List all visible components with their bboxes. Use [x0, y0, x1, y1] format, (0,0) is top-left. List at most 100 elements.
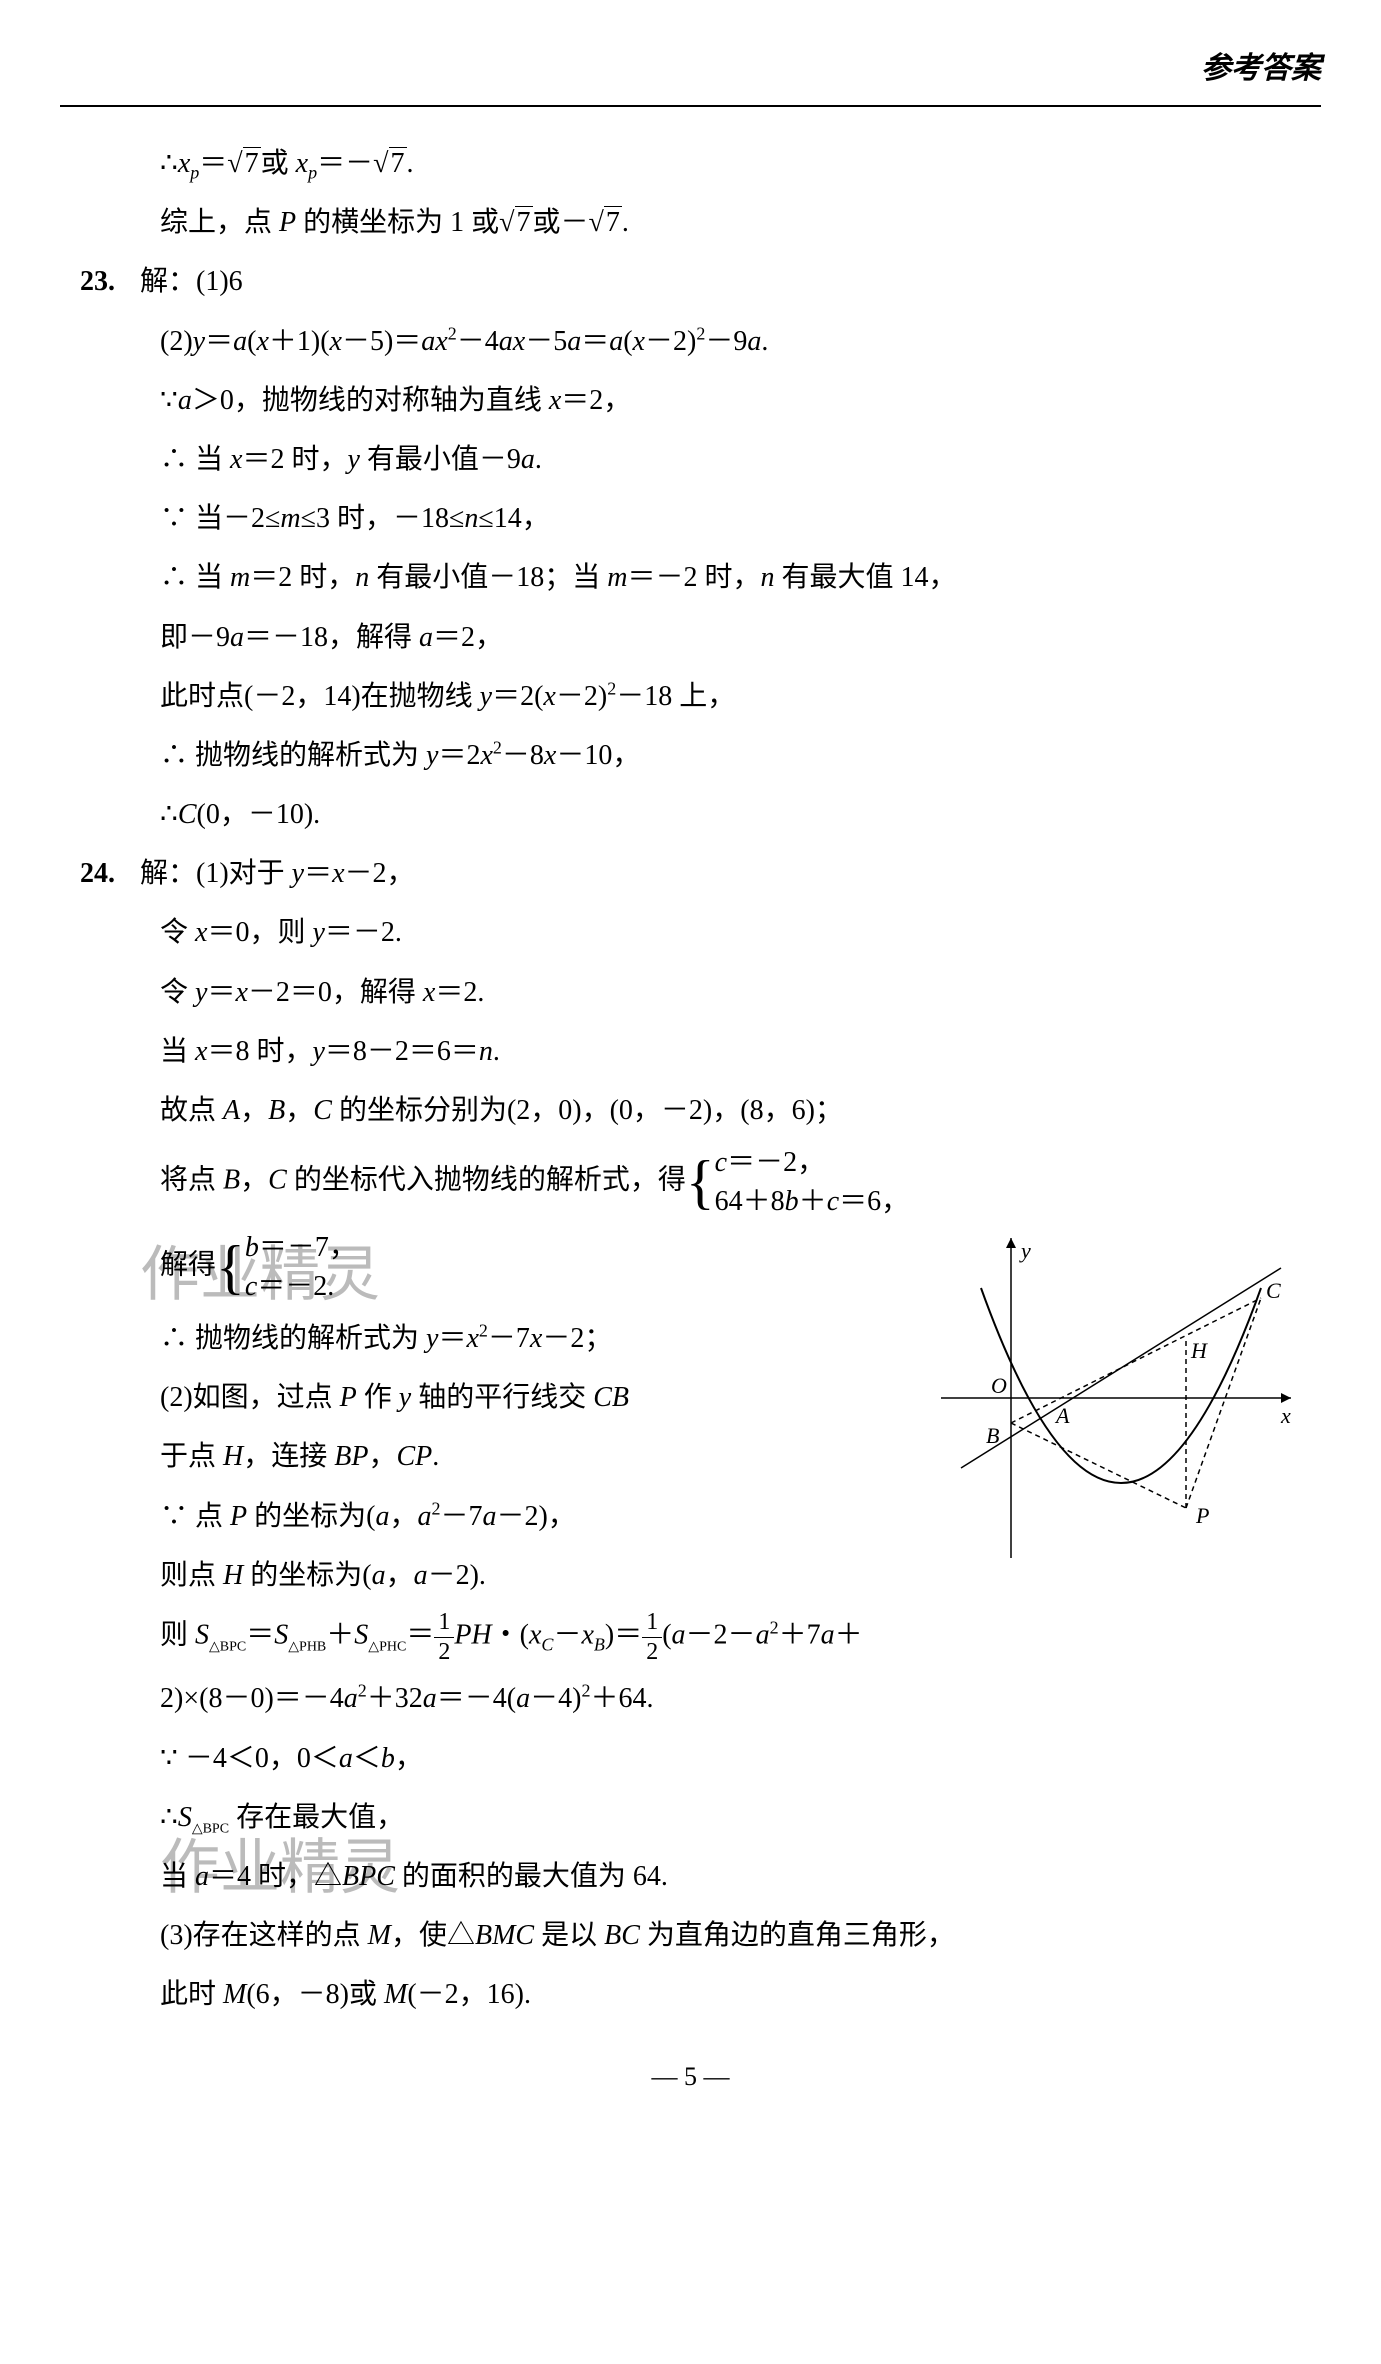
sqrt: 7: [589, 196, 622, 249]
parabola-curve: [981, 1288, 1261, 1483]
var: x: [529, 1620, 541, 1651]
text-line: ∵ 点 P 的坐标为(a，a2－7a－2)，: [80, 1490, 880, 1543]
text-line: 23.解：(1)6: [80, 255, 1321, 308]
var: C: [178, 799, 197, 830]
text: ∵ 点: [160, 1501, 230, 1532]
text: 此时: [160, 1979, 223, 2010]
text: 则: [160, 1620, 195, 1651]
text: ＝2，: [561, 385, 631, 416]
var: y: [312, 917, 324, 948]
text: ＝: [406, 1620, 434, 1651]
text: －2): [556, 681, 607, 712]
var: a: [372, 1560, 386, 1591]
text-line: ∴xp＝7或 xp＝－7.: [80, 137, 1321, 190]
text-line: 作业精灵 ∴S△BPC 存在最大值，: [80, 1791, 1321, 1844]
var: x: [549, 385, 561, 416]
text: ＋7: [779, 1620, 821, 1651]
denominator: 2: [642, 1638, 662, 1667]
var: C: [313, 1095, 332, 1126]
point-label-a: A: [1054, 1403, 1070, 1428]
text: －2): [645, 326, 696, 357]
var: a: [516, 1683, 530, 1714]
text: ＝: [438, 1323, 466, 1354]
sub: p: [308, 163, 317, 183]
text: ＝2.: [435, 977, 484, 1008]
text: ≤3 时，－18≤: [301, 503, 465, 534]
text: ＜: [353, 1743, 381, 1774]
text: (2)如图，过点: [160, 1382, 340, 1413]
var: x: [330, 326, 342, 357]
brace-content: b＝－7， c＝－2.: [245, 1228, 357, 1306]
text-line: (2)y＝a(x＋1)(x－5)＝ax2－4ax－5a＝a(x－2)2－9a.: [80, 315, 1321, 368]
text: (6，－8)或: [246, 1979, 384, 2010]
text: (－2，16).: [407, 1979, 531, 2010]
symbol: ∴: [160, 1802, 178, 1833]
sup: 2: [358, 1681, 367, 1701]
var: x: [256, 326, 268, 357]
var: x: [332, 858, 344, 889]
text: －: [553, 1620, 581, 1651]
text: ＝－7，: [259, 1232, 357, 1263]
var: BMC: [475, 1920, 534, 1951]
sub: △BPC: [192, 1821, 229, 1836]
text: 有最小值－9: [360, 444, 521, 475]
text-line: ∴C(0，－10).: [80, 788, 1321, 841]
var: x: [543, 681, 555, 712]
sup: 2: [607, 678, 616, 698]
text-line: 令 y＝x－2＝0，解得 x＝2.: [80, 966, 1321, 1019]
text: 的坐标代入抛物线的解析式，得: [287, 1165, 686, 1196]
var: x: [195, 1036, 207, 1067]
text-line: 24.解：(1)对于 y＝x－2，: [80, 847, 1321, 900]
text: ，: [386, 1560, 414, 1591]
var: m: [607, 562, 627, 593]
text: 则点: [160, 1560, 223, 1591]
page-number: — 5 —: [60, 2052, 1321, 2101]
text: ＝2: [438, 740, 480, 771]
text: －10，: [556, 740, 640, 771]
var: x: [423, 977, 435, 1008]
text: )＝: [605, 1620, 642, 1651]
var: x: [544, 740, 556, 771]
var: a: [195, 1861, 209, 1892]
main-content: ∴xp＝7或 xp＝－7. 综上，点 P 的横坐标为 1 或7或－7. 23.解…: [60, 137, 1321, 2022]
text: ＋1)(: [269, 326, 330, 357]
question-number: 23.: [80, 255, 140, 308]
sub: p: [190, 163, 199, 183]
text: －5)＝: [342, 326, 421, 357]
text: 的坐标分别为(2，0)，(0，－2)，(8，6)；: [332, 1095, 843, 1126]
x-arrow-icon: [1281, 1393, 1291, 1403]
var: S: [354, 1620, 368, 1651]
var: a: [423, 1683, 437, 1714]
var: a: [339, 1743, 353, 1774]
question-number: 24.: [80, 847, 140, 900]
text: 有最小值－18；当: [369, 562, 607, 593]
sub: C: [541, 1634, 553, 1654]
sqrt-val: 7: [604, 206, 622, 238]
brace-content: c＝－2， 64＋8b＋c＝6，: [715, 1143, 909, 1221]
text: ＝2 时，: [250, 562, 355, 593]
text: ＝－4(: [437, 1683, 516, 1714]
text: ＝－2 时，: [628, 562, 761, 593]
text: 轴的平行线交: [411, 1382, 593, 1413]
sup: 2: [770, 1617, 779, 1637]
text: ，连接: [243, 1441, 334, 1472]
var: y: [312, 1036, 324, 1067]
text: 此时点(－2，14)在抛物线: [160, 681, 480, 712]
text: 的坐标为(: [247, 1501, 375, 1532]
symbol: ∴: [160, 799, 178, 830]
var: y: [480, 681, 492, 712]
text: 作: [357, 1382, 399, 1413]
y-arrow-icon: [1006, 1238, 1016, 1248]
var: x: [178, 148, 190, 179]
text: 2)×(8－0)＝－4: [160, 1683, 344, 1714]
brace-icon: {: [216, 1243, 245, 1291]
text-line: ∵a＞0，抛物线的对称轴为直线 x＝2，: [80, 374, 1321, 427]
var: m: [230, 562, 250, 593]
var: b: [245, 1232, 259, 1263]
text: ＝8 时，: [207, 1036, 312, 1067]
var: y: [195, 977, 207, 1008]
text: 或－: [533, 207, 589, 238]
point-label-o: O: [991, 1373, 1007, 1398]
var: a: [672, 1620, 686, 1651]
var: c: [827, 1186, 839, 1217]
